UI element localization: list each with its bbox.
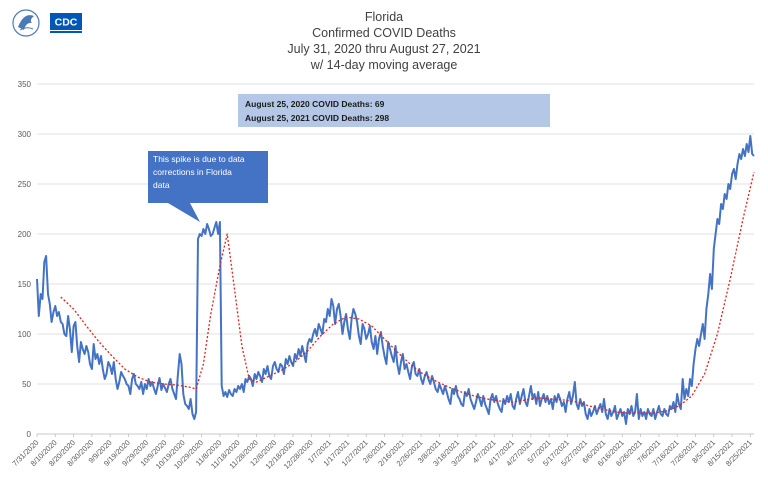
y-tick-label: 150	[18, 280, 32, 289]
title-line-4: w/ 14-day moving average	[310, 58, 458, 72]
y-tick-label: 100	[18, 330, 32, 339]
y-tick-label: 250	[18, 180, 32, 189]
y-tick-label: 50	[22, 380, 31, 389]
callout-line-2: corrections in Florida	[153, 167, 232, 177]
grid	[37, 83, 754, 435]
cdc-logo-text: CDC	[55, 17, 78, 29]
callout-shape	[148, 151, 268, 222]
cdc-logo: CDC	[12, 9, 82, 37]
y-axis: 0 50 100 150 200 250 300 350	[18, 80, 754, 439]
info-box-background	[238, 94, 550, 127]
cdc-logo-underline	[50, 31, 82, 33]
x-axis: 7/31/20208/10/20208/20/20208/30/20209/9/…	[10, 434, 754, 471]
callout-line-1: This spike is due to data	[153, 154, 245, 164]
daily-deaths-line	[36, 135, 755, 425]
series-layer	[36, 135, 755, 425]
info-box: August 25, 2020 COVID Deaths: 69 August …	[238, 94, 550, 127]
y-tick-label: 200	[18, 230, 32, 239]
chart-title: Florida Confirmed COVID Deaths July 31, …	[287, 10, 480, 72]
title-line-3: July 31, 2020 thru August 27, 2021	[287, 42, 480, 56]
y-tick-label: 300	[18, 130, 32, 139]
cdc-logo-box	[50, 13, 82, 30]
info-box-line-2: August 25, 2021 COVID Deaths: 298	[245, 113, 389, 123]
title-line-1: Florida	[365, 10, 403, 24]
moving-average-line	[60, 171, 755, 414]
info-box-line-1: August 25, 2020 COVID Deaths: 69	[245, 99, 385, 109]
y-tick-label: 350	[18, 80, 32, 89]
callout: This spike is due to data corrections in…	[148, 151, 268, 222]
y-tick-label: 0	[27, 430, 32, 439]
hhs-eagle-icon	[12, 9, 40, 37]
title-line-2: Confirmed COVID Deaths	[312, 26, 456, 40]
callout-line-3: data	[153, 180, 170, 190]
